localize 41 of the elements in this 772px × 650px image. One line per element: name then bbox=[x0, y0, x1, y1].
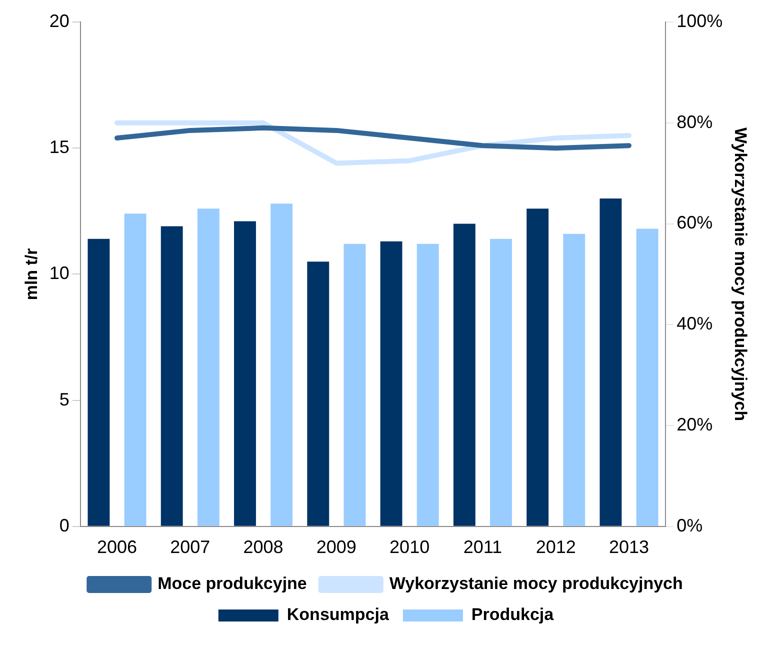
bar bbox=[344, 244, 366, 526]
bar bbox=[490, 238, 512, 526]
legend-label: Moce produkcyjne bbox=[158, 574, 307, 594]
bar bbox=[197, 208, 220, 526]
y-tick-label: 5 bbox=[59, 389, 70, 410]
bar bbox=[160, 226, 183, 526]
bar bbox=[600, 198, 622, 526]
y2-axis-title: Wykorzystanie mocy produkcyjnych bbox=[731, 127, 750, 421]
x-tick-label: 2013 bbox=[608, 537, 650, 558]
x-tick-label: 2006 bbox=[96, 537, 138, 558]
bar bbox=[526, 208, 549, 526]
y-tick-label: 15 bbox=[49, 137, 70, 158]
legend-label: Wykorzystanie mocy produkcyjnych bbox=[389, 574, 683, 594]
y2-tick-label: 80% bbox=[676, 112, 713, 132]
x-tick-label: 2009 bbox=[316, 537, 356, 558]
y2-tick-label: 60% bbox=[676, 212, 713, 233]
y2-tick-label: 40% bbox=[676, 314, 713, 334]
bar bbox=[307, 262, 330, 526]
legend-label: Produkcja bbox=[471, 605, 554, 624]
bar bbox=[453, 224, 476, 526]
bar bbox=[416, 244, 439, 526]
y2-tick-label: 0% bbox=[676, 515, 703, 536]
bar bbox=[270, 204, 293, 526]
y2-tick-label: 20% bbox=[676, 414, 713, 434]
x-tick-label: 2011 bbox=[463, 537, 502, 558]
bar bbox=[234, 221, 256, 526]
bar bbox=[563, 234, 586, 526]
x-tick-label: 2012 bbox=[536, 537, 576, 558]
bar bbox=[124, 214, 146, 526]
y-tick-label: 10 bbox=[49, 263, 70, 284]
x-tick-label: 2010 bbox=[390, 537, 430, 558]
bar bbox=[636, 228, 658, 526]
x-tick-label: 2008 bbox=[243, 537, 284, 558]
x-tick-label: 2007 bbox=[170, 537, 210, 558]
y-tick-label: 0 bbox=[59, 515, 70, 536]
legend-label: Konsumpcja bbox=[286, 605, 390, 624]
bar bbox=[380, 241, 402, 526]
y2-tick-label: 100% bbox=[676, 10, 723, 31]
y-axis-title: mln t/r bbox=[22, 248, 41, 300]
y-tick-label: 20 bbox=[49, 10, 70, 31]
bar bbox=[88, 238, 110, 526]
